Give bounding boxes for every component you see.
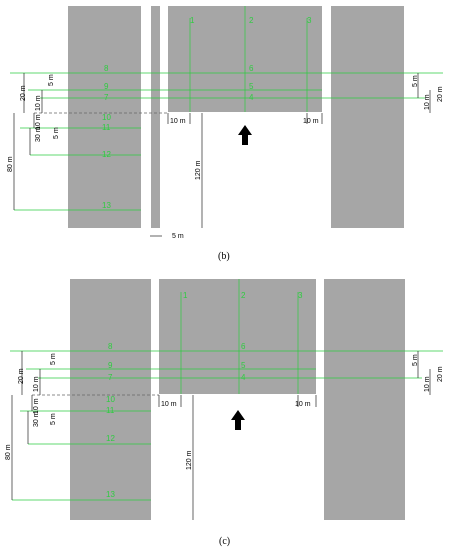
dim-label: 10 m bbox=[170, 118, 186, 125]
dim-label: 5 m bbox=[172, 233, 184, 240]
dim-label: 120 m bbox=[195, 160, 202, 180]
measure-lines bbox=[10, 6, 443, 211]
point-label: 9 bbox=[104, 82, 109, 91]
arrow-up-icon bbox=[231, 410, 245, 430]
arrow-up-icon bbox=[238, 125, 252, 145]
dim-label: 20 m bbox=[18, 368, 25, 384]
point-label: 1 bbox=[183, 291, 188, 300]
point-label: 11 bbox=[106, 406, 115, 415]
dim-label: 5 m bbox=[412, 75, 419, 87]
point-label: 12 bbox=[102, 150, 111, 159]
point-label: 8 bbox=[104, 64, 109, 73]
point-label: 6 bbox=[241, 342, 246, 351]
dim-label: 10 m bbox=[424, 376, 431, 392]
point-label: 9 bbox=[108, 361, 113, 370]
point-label: 13 bbox=[106, 490, 115, 499]
point-label: 3 bbox=[307, 16, 312, 25]
dim-label: 5 m bbox=[412, 354, 419, 366]
dim-label: 5 m bbox=[50, 353, 57, 365]
dim-label: 10 m bbox=[303, 118, 319, 125]
dim-label: 10 m bbox=[33, 398, 40, 414]
dim-label: 10 m bbox=[35, 95, 42, 111]
point-label: 5 bbox=[241, 361, 246, 370]
building-right bbox=[331, 6, 404, 228]
dim-label: 20 m bbox=[437, 366, 444, 382]
dim-label: 10 m bbox=[33, 376, 40, 392]
building-left bbox=[70, 279, 151, 520]
dim-label: 5 m bbox=[48, 74, 55, 86]
dim-label: 20 m bbox=[437, 86, 444, 102]
point-label: 1 bbox=[190, 16, 195, 25]
dim-label: 30 m bbox=[33, 411, 40, 427]
point-label: 6 bbox=[249, 64, 254, 73]
building-left bbox=[68, 6, 141, 228]
point-label: 2 bbox=[249, 16, 254, 25]
point-label: 2 bbox=[241, 291, 246, 300]
point-label: 8 bbox=[108, 342, 113, 351]
point-label: 10 bbox=[102, 113, 111, 122]
point-label: 11 bbox=[102, 123, 111, 132]
point-label: 4 bbox=[249, 93, 254, 102]
dim-label: 80 m bbox=[5, 444, 12, 460]
point-label: 13 bbox=[102, 201, 111, 210]
dim-label: 10 m bbox=[161, 401, 177, 408]
dimension-lines bbox=[13, 73, 431, 237]
measure-lines bbox=[10, 279, 443, 501]
point-label: 4 bbox=[241, 373, 246, 382]
dim-label: 10 m bbox=[35, 114, 42, 130]
dim-label: 80 m bbox=[7, 156, 14, 172]
dim-label: 10 m bbox=[424, 94, 431, 110]
point-label: 7 bbox=[104, 93, 109, 102]
caption: (b) bbox=[218, 251, 230, 262]
point-label: 5 bbox=[249, 82, 254, 91]
dim-label: 30 m bbox=[35, 126, 42, 142]
dimension-lines bbox=[11, 351, 431, 520]
building-right bbox=[324, 279, 405, 520]
building-slab bbox=[151, 6, 160, 228]
dim-label: 5 m bbox=[53, 127, 60, 139]
point-label: 12 bbox=[106, 434, 115, 443]
point-label: 10 bbox=[106, 395, 115, 404]
building-top bbox=[159, 279, 316, 394]
point-label: 3 bbox=[298, 291, 303, 300]
panel-b: 1 2 3 6 5 4 8 9 7 10 11 12 13 20 m 5 m 1… bbox=[7, 6, 444, 262]
point-label: 7 bbox=[108, 373, 113, 382]
dim-label: 10 m bbox=[295, 401, 311, 408]
dim-label: 20 m bbox=[20, 85, 27, 101]
panel-c: 1 2 3 6 5 4 8 9 7 10 11 12 13 20 m 5 m 1… bbox=[5, 279, 444, 547]
caption: (c) bbox=[219, 536, 230, 547]
dim-label: 120 m bbox=[186, 450, 193, 470]
dim-label: 5 m bbox=[50, 413, 57, 425]
